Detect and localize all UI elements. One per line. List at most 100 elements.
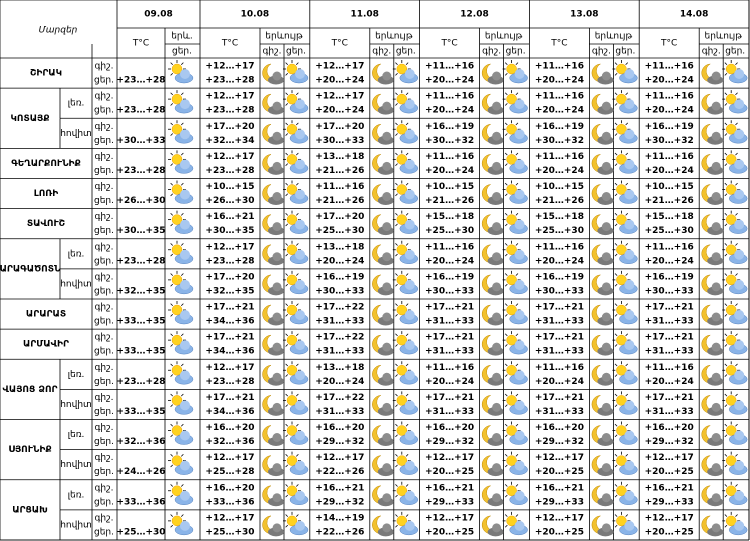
cloud: [180, 520, 190, 531]
cloud: [601, 312, 611, 322]
sun-ray: [395, 404, 398, 408]
sun: [725, 395, 737, 406]
temp-day: +25…+30: [205, 527, 254, 537]
temp-night: +11…+16: [535, 242, 584, 252]
sun-ray: [614, 223, 618, 227]
sun-ray: [395, 223, 398, 227]
temp-night: +17…+21: [425, 333, 474, 343]
cloud: [624, 340, 635, 351]
cloud: [404, 219, 415, 230]
sun-ray: [395, 122, 398, 126]
cloud: [272, 252, 282, 262]
sun-ray: [504, 333, 508, 337]
sun: [396, 304, 408, 316]
weather-icon: [701, 184, 724, 205]
cloud: [272, 402, 282, 412]
temp-night: +12…+17: [535, 453, 584, 463]
sun-ray: [504, 283, 508, 287]
night-label: գիշ.: [95, 423, 114, 433]
sun-ray: [295, 453, 299, 457]
sun: [286, 515, 298, 527]
sun-ray: [735, 363, 738, 367]
sun-ray: [295, 303, 299, 307]
cloud: [180, 310, 190, 320]
sun: [725, 124, 737, 135]
weather-icon: [168, 511, 194, 536]
night-label: գիշ.: [95, 62, 114, 72]
sun: [171, 274, 183, 286]
sun-ray: [180, 92, 184, 96]
night-label: գիշ.: [95, 242, 114, 252]
weather-icon: [612, 180, 638, 204]
sun: [286, 455, 298, 466]
cloud: [404, 490, 415, 501]
cloud: [180, 219, 190, 230]
sun: [286, 425, 298, 436]
sun: [616, 274, 627, 286]
day-label: ցեր.: [94, 317, 114, 327]
temp-day: +29…+32: [645, 437, 694, 447]
day-label: ցեր.: [94, 286, 114, 296]
temp-day: +23…+28: [205, 377, 254, 387]
sun-ray: [735, 393, 738, 397]
day-label: ցեր.: [94, 407, 114, 417]
sun-ray: [614, 193, 618, 197]
weather-icon: [262, 395, 284, 416]
cloud: [601, 131, 611, 141]
temp-night: +16…+19: [425, 122, 474, 132]
weather-icon: [612, 451, 638, 475]
sun-ray: [724, 453, 728, 457]
date: 13.08: [570, 10, 598, 20]
temp-day: +31…+33: [535, 407, 584, 417]
sun-ray: [170, 423, 174, 427]
sun-ray: [395, 514, 398, 517]
weather-icon: [722, 60, 748, 84]
sub-region: հովիտ: [60, 400, 92, 410]
cloud: [272, 222, 282, 232]
weather-icon: [168, 301, 194, 325]
sun-ray: [614, 122, 618, 126]
sun: [171, 184, 183, 195]
sun-ray: [625, 423, 629, 427]
cloud: [404, 99, 415, 110]
sun-ray: [504, 344, 508, 347]
cloud: [382, 192, 392, 201]
temp-day: +20…+24: [535, 106, 584, 116]
weather-icon: [612, 120, 638, 144]
sun-ray: [504, 253, 508, 257]
sun-ray: [170, 363, 174, 367]
weather-icon: [591, 274, 614, 296]
sun-ray: [614, 62, 618, 66]
sun: [286, 244, 298, 255]
sun: [396, 154, 408, 165]
region-name: ԳԵՂԱՐՔՈՒՆԻՔ: [11, 159, 81, 169]
weather-icon: [392, 150, 419, 174]
sun-ray: [405, 333, 409, 337]
sun-ray: [170, 464, 174, 468]
sun-ray: [170, 253, 174, 257]
sun-ray: [395, 393, 398, 397]
cloud: [272, 192, 282, 201]
cloud: [404, 370, 415, 381]
sun-ray: [614, 243, 618, 246]
weather-icon: [722, 180, 748, 204]
sun-ray: [170, 103, 174, 106]
sun-ray: [614, 283, 618, 287]
night-label: գիշ.: [95, 122, 114, 132]
night-label: գիշ.: [95, 483, 114, 493]
temp-day: +22…+26: [315, 527, 364, 537]
weather-icon: [612, 511, 638, 536]
sun-ray: [295, 484, 299, 487]
night-label: գիշ.: [95, 272, 114, 282]
temp: +23…+28: [116, 377, 165, 387]
cloud: [295, 400, 305, 411]
region-name: ՎԱՅՈՑ ՁՈՐ: [2, 385, 57, 395]
sub-region: հովիտ: [60, 520, 92, 530]
temp-night: +12…+17: [425, 453, 474, 463]
sun: [171, 244, 183, 255]
sun-ray: [170, 163, 174, 167]
sun-ray: [285, 152, 289, 156]
temp-day: +25…+30: [535, 226, 584, 236]
sun-ray: [515, 514, 519, 517]
